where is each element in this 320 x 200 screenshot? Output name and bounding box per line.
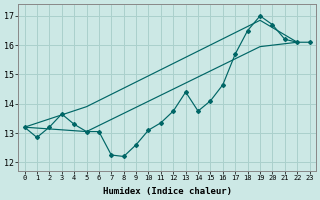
X-axis label: Humidex (Indice chaleur): Humidex (Indice chaleur) xyxy=(103,187,232,196)
